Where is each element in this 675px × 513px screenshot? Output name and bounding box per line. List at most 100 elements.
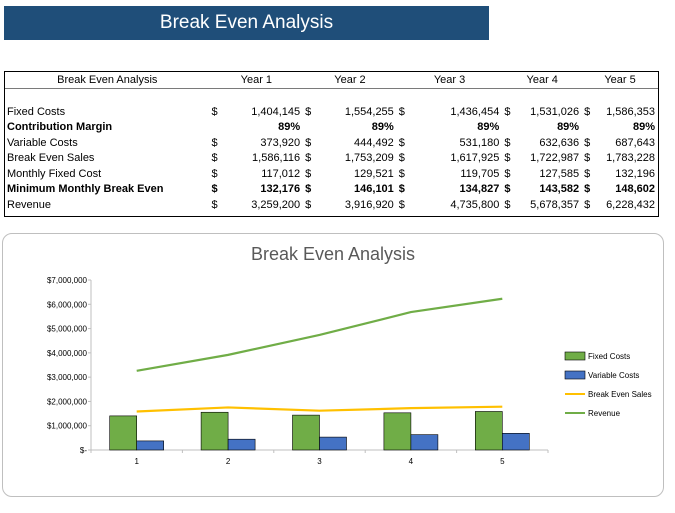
currency-symbol: $ — [504, 183, 511, 195]
value-cell: 3,916,920 — [344, 198, 394, 211]
currency-symbol: $ — [398, 167, 405, 180]
currency-symbol: $ — [584, 152, 591, 164]
empty-cell — [303, 89, 323, 105]
value-cell: 1,783,228 — [606, 152, 655, 164]
year-header: Year 3 — [396, 72, 503, 89]
currency-symbol — [303, 120, 323, 136]
currency-symbol: $ — [211, 105, 218, 118]
fixed-costs-bar — [292, 414, 320, 451]
currency-symbol: $ — [584, 136, 591, 149]
table-header-row: Break Even Analysis Year 1 Year 2 Year 3… — [5, 72, 658, 89]
empty-cell — [600, 89, 658, 105]
currency-symbol: $ — [211, 152, 218, 164]
value-cell: 4,735,800 — [450, 198, 500, 211]
row-label: Break Even Sales — [7, 152, 95, 164]
y-tick-label: $4,000,000 — [47, 349, 88, 358]
currency-symbol: $ — [398, 183, 405, 195]
value-cell: 1,617,925 — [450, 152, 500, 164]
value-cell: 132,196 — [615, 167, 655, 180]
currency-symbol — [210, 120, 230, 136]
variable-costs-bar — [501, 433, 530, 451]
currency-symbol: $ — [211, 183, 218, 195]
currency-symbol: $ — [584, 105, 591, 118]
empty-cell — [397, 89, 417, 105]
table-row: Minimum Monthly Break Even $132,176 $146,1… — [5, 182, 658, 198]
value-cell: 146,101 — [354, 183, 394, 195]
value-cell: 1,554,255 — [344, 105, 394, 118]
variable-costs-legend-swatch — [564, 370, 586, 380]
value-cell: 5,678,357 — [530, 198, 580, 211]
value-cell: 531,180 — [459, 136, 500, 149]
variable-costs-bar — [410, 434, 439, 451]
empty-cell — [210, 89, 230, 105]
chart-title: Break Even Analysis — [250, 244, 416, 264]
y-tick-label: $5,000,000 — [47, 325, 88, 334]
value-cell: 119,705 — [460, 167, 500, 180]
currency-symbol: $ — [211, 167, 218, 180]
x-tick-label: 1 — [134, 457, 139, 466]
data-table: Break Even Analysis Year 1 Year 2 Year 3… — [5, 72, 658, 213]
value-cell: 1,722,987 — [530, 152, 580, 164]
fixed-costs-bar — [200, 411, 229, 451]
value-cell: 1,531,026 — [530, 105, 580, 118]
year-header: Year 2 — [303, 72, 397, 89]
chart-container: Break Even Analysis $- $1,000,000 $2,000,0… — [2, 233, 664, 497]
variable-costs-bar — [227, 438, 256, 451]
break-even-table: Break Even Analysis Year 1 Year 2 Year 3… — [4, 71, 659, 217]
fixed-costs-legend-swatch — [564, 351, 586, 361]
y-tick-label: $2,000,000 — [47, 397, 88, 406]
break-even-sales-line — [136, 405, 503, 413]
value-cell: 134,827 — [459, 183, 500, 195]
empty-cell — [323, 89, 397, 105]
y-tick-label: $- — [80, 446, 87, 455]
currency-symbol: $ — [504, 105, 511, 118]
y-tick-label: $6,000,000 — [47, 300, 88, 309]
currency-symbol: $ — [584, 198, 591, 211]
x-tick-label: 5 — [500, 457, 505, 466]
row-label: Variable Costs — [7, 136, 78, 149]
fixed-costs-bar — [474, 411, 503, 451]
currency-symbol: $ — [504, 167, 511, 180]
table-row: Break Even Sales $1,586,116 $1,753,209 $1,6… — [5, 151, 658, 167]
currency-symbol: $ — [398, 198, 405, 211]
variable-costs-legend-label: Variable Costs — [588, 371, 639, 380]
currency-symbol: $ — [211, 198, 218, 211]
currency-symbol: $ — [305, 105, 312, 118]
revenue-line — [136, 297, 503, 372]
row-label: Minimum Monthly Break Even — [7, 183, 164, 195]
spacer-row — [5, 89, 658, 105]
row-label: Contribution Margin — [7, 121, 113, 133]
value-cell: 127,585 — [539, 167, 580, 180]
variable-costs-bar — [136, 440, 164, 451]
y-tick-label: $7,000,000 — [47, 276, 88, 285]
value-cell: 1,586,353 — [606, 105, 655, 118]
value-cell: 89% — [371, 121, 394, 133]
value-cell: 1,436,454 — [450, 105, 500, 118]
x-tick-label: 3 — [317, 457, 322, 466]
currency-symbol: $ — [504, 136, 511, 149]
currency-symbol: $ — [211, 136, 218, 149]
row-label: Fixed Costs — [7, 105, 66, 118]
empty-cell — [229, 89, 303, 105]
year-header: Year 1 — [209, 72, 304, 89]
year-header: Year 4 — [502, 72, 583, 89]
value-cell: 373,920 — [260, 136, 301, 149]
table-row: Fixed Costs $1,404,145 $1,554,255 $1,436,45… — [5, 105, 658, 121]
fixed-costs-legend-label: Fixed Costs — [588, 352, 630, 361]
table-corner-label: Break Even Analysis — [5, 72, 210, 89]
value-cell: 687,643 — [615, 136, 655, 149]
empty-cell — [417, 89, 503, 105]
value-cell: 89% — [557, 121, 580, 133]
fixed-costs-bar — [109, 415, 137, 451]
value-cell: 1,404,145 — [251, 105, 301, 118]
y-tick-label: $3,000,000 — [47, 373, 88, 382]
currency-symbol: $ — [584, 167, 591, 180]
value-cell: 132,176 — [260, 183, 301, 195]
empty-cell — [582, 89, 600, 105]
table-row: Monthly Fixed Cost $117,012 $129,521 $119,7… — [5, 167, 658, 183]
currency-symbol — [502, 120, 522, 136]
currency-symbol: $ — [504, 152, 511, 164]
currency-symbol: $ — [305, 136, 312, 149]
banner-title: Break Even Analysis — [4, 6, 489, 40]
x-tick-label: 2 — [226, 457, 231, 466]
